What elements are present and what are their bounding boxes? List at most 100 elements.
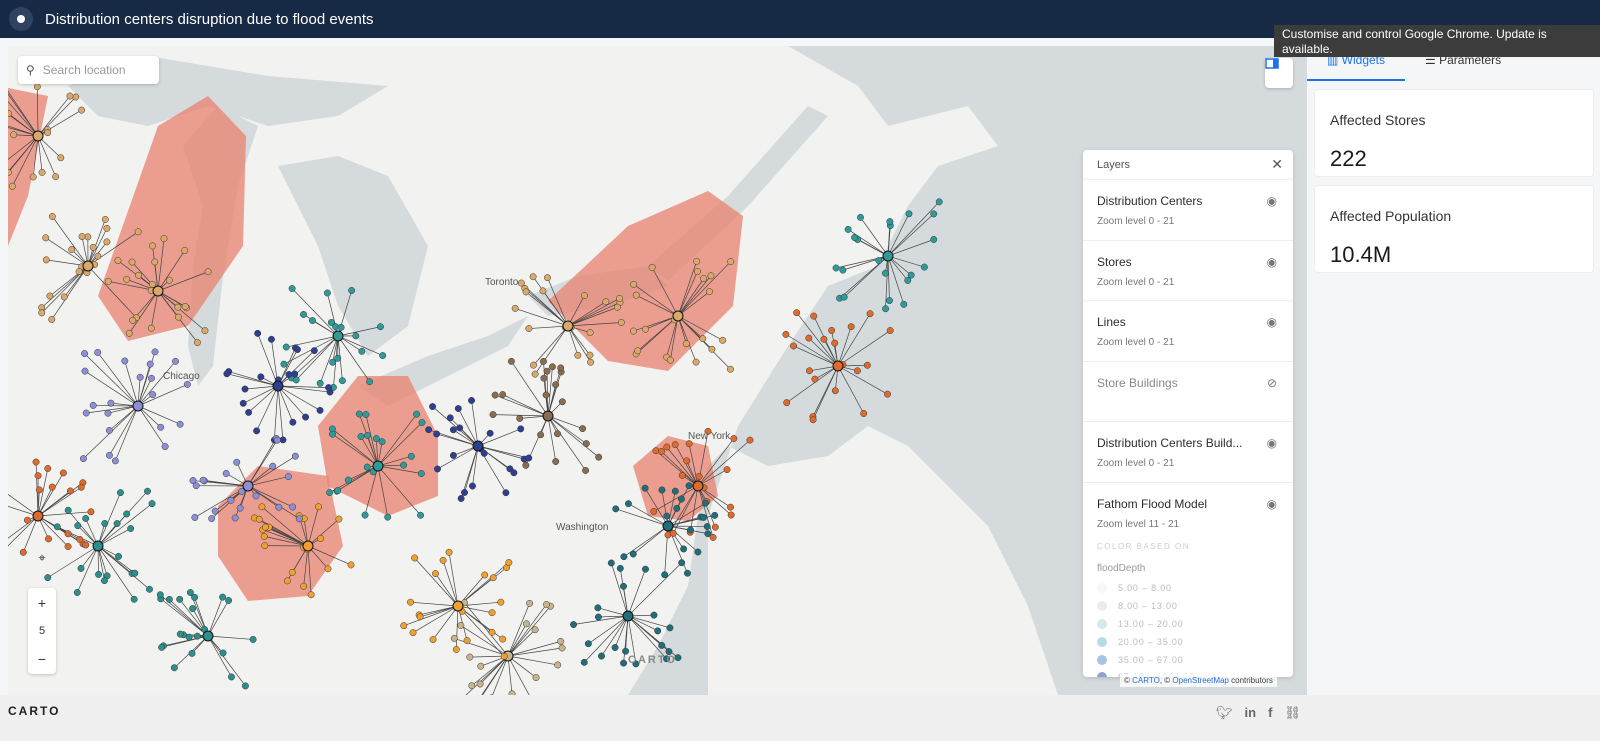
layer-item[interactable]: Fathom Flood Model Zoom level 11 - 21 ◉ xyxy=(1083,483,1293,530)
store-point xyxy=(129,316,137,324)
store-point xyxy=(557,637,565,645)
legend-row: 20.00 – 35.00 xyxy=(1097,633,1279,651)
flood-zone xyxy=(633,436,718,521)
network-line xyxy=(507,623,527,657)
widget-value: 10.4M xyxy=(1330,242,1392,267)
store-point xyxy=(682,340,690,348)
store-point xyxy=(113,520,121,527)
network-line xyxy=(84,353,139,407)
link-icon[interactable]: ⛓︎ xyxy=(1284,705,1301,720)
store-point xyxy=(156,591,164,599)
sidebar: ▥ Widgets ☰ Parameters Affected Stores 22… xyxy=(1307,38,1600,695)
network-line xyxy=(482,655,509,695)
eye-icon[interactable]: ◉ xyxy=(1266,254,1277,269)
network-line xyxy=(477,445,525,460)
eye-icon[interactable]: ◉ xyxy=(1266,315,1277,329)
tab-widgets[interactable]: ▥ Widgets xyxy=(1307,53,1405,81)
carto-link[interactable]: CARTO xyxy=(1132,676,1160,685)
distribution-center-point xyxy=(152,285,164,297)
store-point xyxy=(300,582,308,590)
store-point xyxy=(64,530,72,538)
store-point xyxy=(193,632,201,640)
network-line xyxy=(786,365,839,403)
layer-zoom: Zoom level 0 - 21 xyxy=(1097,276,1175,288)
store-point xyxy=(727,258,735,266)
store-point xyxy=(148,374,155,382)
linkedin-icon[interactable]: in xyxy=(1244,705,1257,720)
carto-watermark: CARTO xyxy=(628,654,677,666)
store-point xyxy=(347,561,355,569)
store-point xyxy=(669,529,677,537)
store-point xyxy=(486,429,494,437)
locate-button[interactable]: ⌖ xyxy=(30,546,54,570)
close-icon[interactable]: ✕ xyxy=(1271,156,1283,172)
facebook-icon[interactable]: f xyxy=(1268,705,1273,720)
network-line xyxy=(307,545,352,566)
layer-name: Store Buildings xyxy=(1097,375,1178,390)
store-point xyxy=(417,511,425,519)
map[interactable]: Toronto Chicago New York Washington ⚲ Se… xyxy=(8,46,1307,695)
distribution-center-point xyxy=(242,480,254,492)
store-point xyxy=(188,649,196,657)
store-point xyxy=(417,470,425,477)
store-point xyxy=(684,569,691,577)
toggle-panel-button[interactable] xyxy=(1265,58,1293,88)
zoom-in-button[interactable]: + xyxy=(37,595,47,611)
zoom-level: 5 xyxy=(38,625,46,637)
store-point xyxy=(325,384,332,392)
store-point xyxy=(219,593,227,601)
network-line xyxy=(377,455,412,467)
eye-icon[interactable]: ◉ xyxy=(1266,496,1277,511)
store-point xyxy=(191,593,199,601)
layer-item[interactable]: Distribution Centers Zoom level 0 - 21 ◉ xyxy=(1083,180,1293,241)
network-line xyxy=(247,440,278,487)
network-line xyxy=(450,417,479,447)
store-point xyxy=(78,233,86,241)
tab-parameters[interactable]: ☰ Parameters xyxy=(1425,53,1502,67)
store-point xyxy=(170,664,178,672)
network-line xyxy=(887,255,925,268)
top-bar: Distribution centers disruption due to f… xyxy=(0,0,1600,38)
eye-icon[interactable]: ◉ xyxy=(1266,436,1277,450)
zoom-control: + 5 − xyxy=(28,588,56,674)
network-line xyxy=(677,271,698,317)
network-line xyxy=(502,394,549,417)
layer-item[interactable]: Distribution Centers Build... Zoom level … xyxy=(1083,422,1293,483)
layer-item[interactable]: Stores Zoom level 0 - 21 ◉ xyxy=(1083,241,1293,301)
store-point xyxy=(315,503,322,511)
eye-off-icon[interactable]: ⊘ xyxy=(1266,375,1277,390)
layer-zoom: Zoom level 0 - 21 xyxy=(1097,337,1175,348)
store-point xyxy=(886,327,894,334)
network-line xyxy=(97,503,153,547)
network-line xyxy=(601,615,629,657)
store-point xyxy=(19,548,27,556)
store-point xyxy=(730,435,738,442)
network-line xyxy=(860,217,889,257)
layers-title: Layers xyxy=(1097,158,1131,171)
store-point xyxy=(81,367,89,375)
store-point xyxy=(882,305,890,313)
network-line xyxy=(207,635,232,678)
network-line xyxy=(651,267,679,317)
layer-item[interactable]: Lines Zoom level 0 - 21 ◉ xyxy=(1083,301,1293,362)
store-point xyxy=(457,621,465,629)
twitter-icon[interactable]: 🐦︎ xyxy=(1216,705,1233,720)
network-line xyxy=(247,476,289,487)
store-point xyxy=(678,471,686,479)
store-point xyxy=(727,511,735,519)
osm-link[interactable]: OpenStreetMap xyxy=(1172,676,1229,685)
store-point xyxy=(477,662,485,670)
store-point xyxy=(719,336,727,344)
eye-icon[interactable]: ◉ xyxy=(1266,194,1277,208)
legend-row: 5.00 – 8.00 xyxy=(1097,580,1279,598)
layer-item[interactable]: Store Buildings ⊘ xyxy=(1083,362,1293,422)
store-point xyxy=(711,523,719,531)
network-line xyxy=(507,605,551,657)
store-point xyxy=(709,533,717,541)
store-point xyxy=(531,370,539,378)
zoom-out-button[interactable]: − xyxy=(37,651,47,667)
layer-zoom: Zoom level 0 - 21 xyxy=(1097,216,1175,227)
store-point xyxy=(283,577,291,585)
chrome-tooltip: Customise and control Google Chrome. Upd… xyxy=(1274,25,1600,57)
search-location-input[interactable]: ⚲ Search location xyxy=(18,56,159,84)
